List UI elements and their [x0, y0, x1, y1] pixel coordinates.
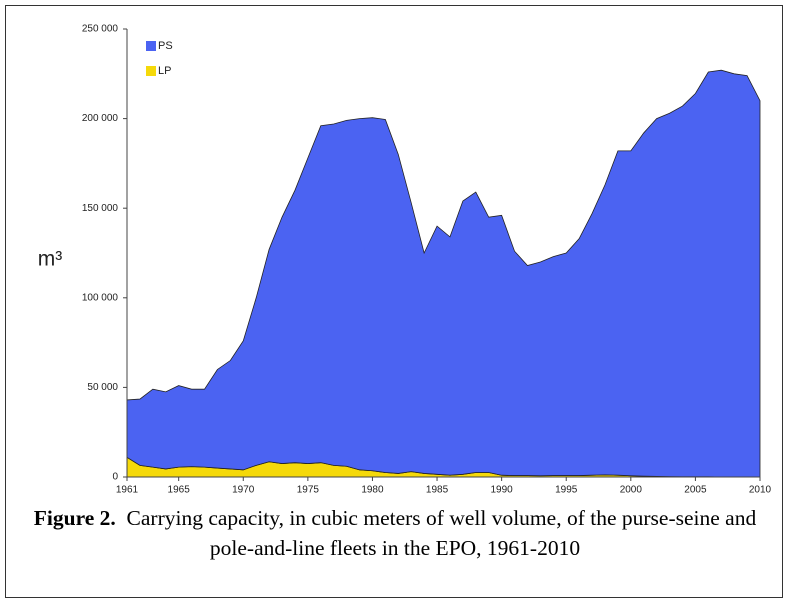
y-tick-label: 100 000 — [82, 292, 119, 303]
area — [126, 69, 761, 478]
x-tick-label: 2000 — [620, 485, 643, 496]
x-tick-label: 1985 — [426, 485, 449, 496]
x-tick-label: 1990 — [491, 485, 514, 496]
y-tick-label: 250 000 — [82, 24, 119, 35]
x-tick-label: 1975 — [297, 485, 320, 496]
caption-label: Figure 2. — [33, 506, 116, 530]
legend-swatch — [146, 41, 156, 51]
chart: m³ 0 50 000 100 000 150 000 200 000 250 000 19… — [38, 24, 772, 496]
x-tick-label: 2005 — [684, 485, 707, 496]
x-tick-label: 1980 — [361, 485, 384, 496]
frame — [5, 5, 783, 598]
y-tick-label: 0 — [112, 472, 118, 483]
y-tick-label: 50 000 — [87, 382, 118, 393]
legend-label: PS — [158, 40, 173, 52]
y-axis-label: m³ — [38, 248, 63, 271]
x-tick-label: 1961 — [116, 485, 139, 496]
x-tick-label: 1970 — [232, 485, 255, 496]
legend-swatch — [146, 66, 156, 76]
y-tick-label: 150 000 — [82, 203, 119, 214]
x-tick-label: 1995 — [555, 485, 578, 496]
y-tick-label: 200 000 — [82, 113, 119, 124]
caption: Figure 2. Carrying capacity, in cubic me… — [20, 503, 770, 563]
x-tick-label: 1965 — [168, 485, 191, 496]
caption-text: Carrying capacity, in cubic meters of we… — [126, 506, 757, 560]
x-tick-label: 2010 — [749, 485, 772, 496]
legend-label: LP — [158, 65, 171, 77]
